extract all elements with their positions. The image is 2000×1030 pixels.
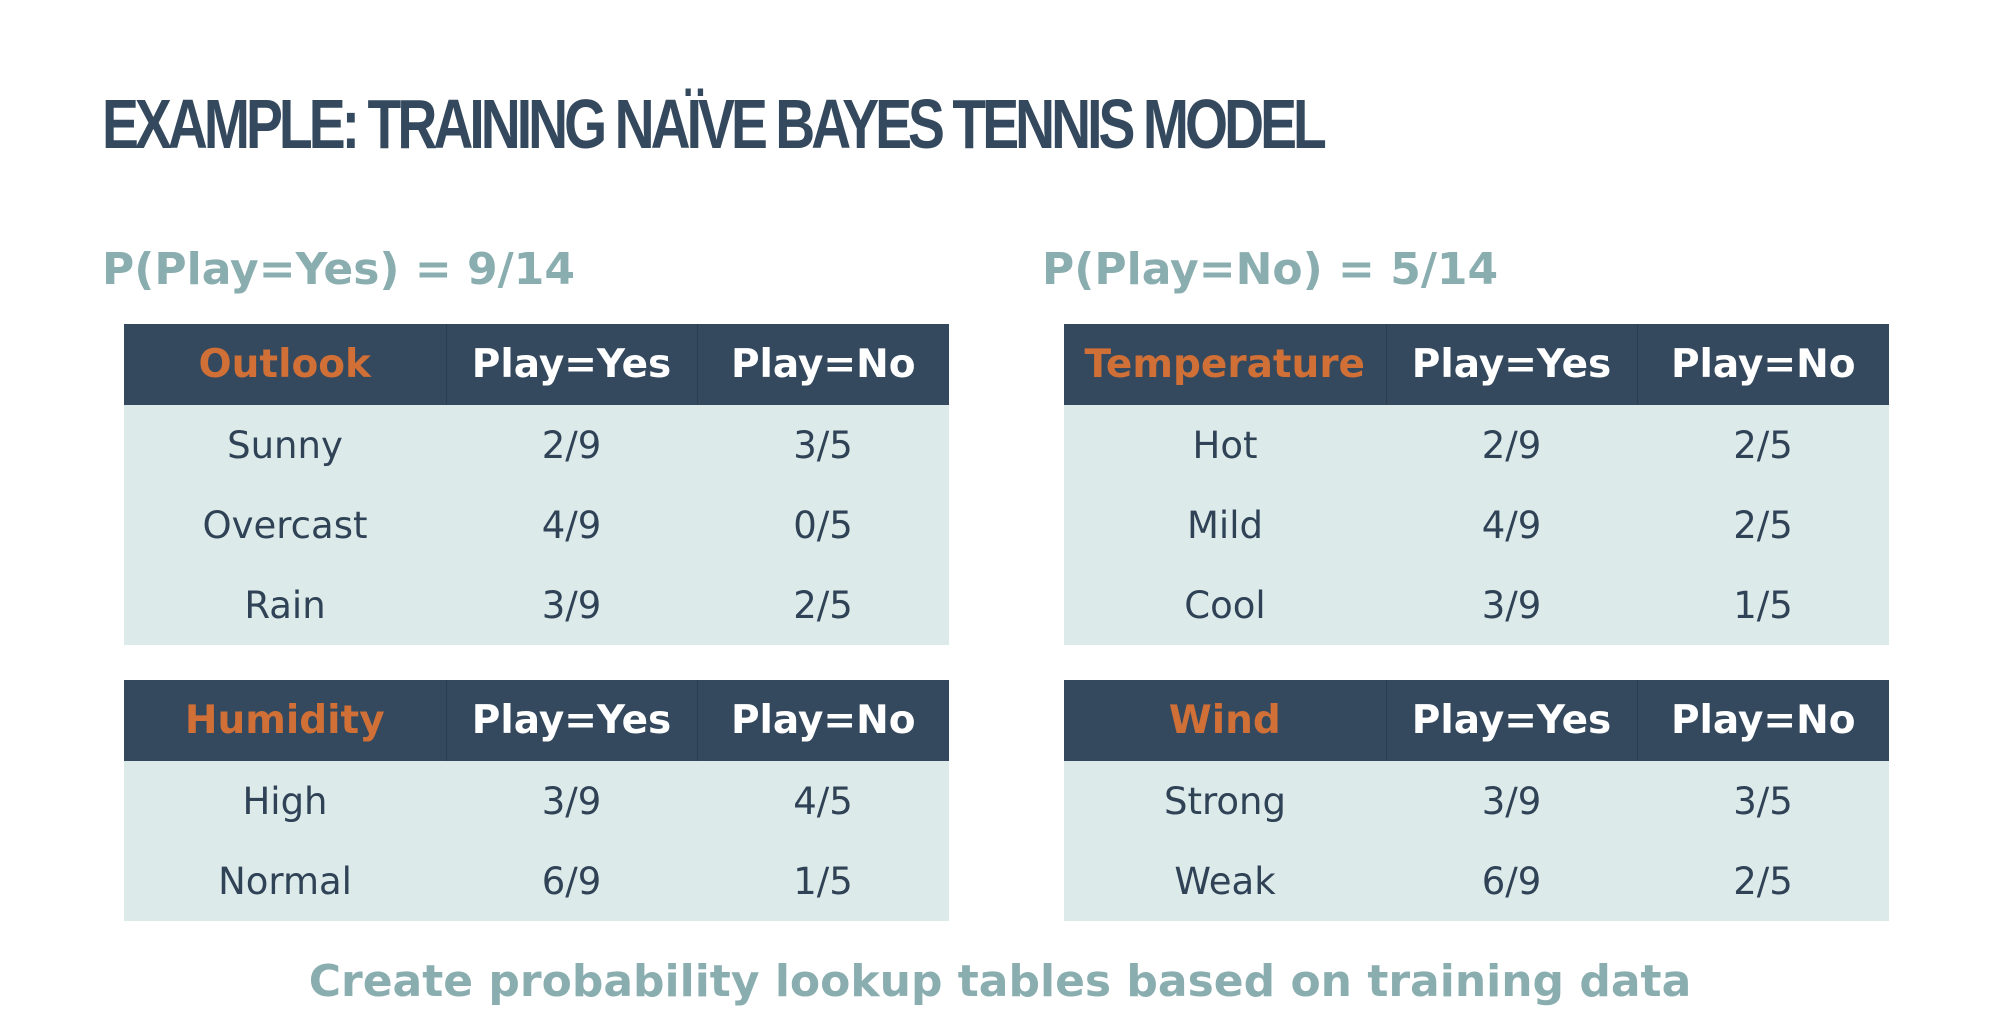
- table-row: Cool 3/9 1/5: [1064, 565, 1889, 645]
- prior-play-yes: P(Play=Yes) = 9/14: [102, 244, 575, 295]
- slide-title: EXAMPLE: TRAINING NAÏVE BAYES TENNIS MOD…: [102, 85, 1327, 163]
- table-row: Rain 3/9 2/5: [124, 565, 949, 645]
- play-no-probability: 4/5: [697, 761, 949, 841]
- attribute-header: Outlook: [124, 324, 446, 405]
- play-yes-probability: 4/9: [446, 485, 697, 565]
- play-yes-probability: 4/9: [1386, 485, 1637, 565]
- play-no-header: Play=No: [696, 324, 949, 405]
- play-yes-header: Play=Yes: [1385, 680, 1637, 761]
- play-no-probability: 1/5: [1637, 565, 1889, 645]
- play-no-header: Play=No: [696, 680, 949, 761]
- table-header-row: Wind Play=Yes Play=No: [1064, 680, 1889, 761]
- attribute-value: Rain: [124, 565, 446, 645]
- table-row: Weak 6/9 2/5: [1064, 841, 1889, 921]
- play-no-probability: 2/5: [697, 565, 949, 645]
- temperature-table: Temperature Play=Yes Play=No Hot 2/9 2/5…: [1064, 324, 1889, 645]
- attribute-value: Overcast: [124, 485, 446, 565]
- table-row: Sunny 2/9 3/5: [124, 405, 949, 485]
- attribute-value: Normal: [124, 841, 446, 921]
- play-yes-probability: 2/9: [446, 405, 697, 485]
- attribute-value: Weak: [1064, 841, 1386, 921]
- table-row: Overcast 4/9 0/5: [124, 485, 949, 565]
- attribute-value: High: [124, 761, 446, 841]
- table-row: Hot 2/9 2/5: [1064, 405, 1889, 485]
- play-yes-probability: 3/9: [446, 761, 697, 841]
- table-row: Strong 3/9 3/5: [1064, 761, 1889, 841]
- play-no-probability: 3/5: [1637, 761, 1889, 841]
- slide-caption: Create probability lookup tables based o…: [308, 956, 1692, 1007]
- table-header-row: Temperature Play=Yes Play=No: [1064, 324, 1889, 405]
- attribute-value: Cool: [1064, 565, 1386, 645]
- play-yes-probability: 3/9: [446, 565, 697, 645]
- play-yes-probability: 6/9: [446, 841, 697, 921]
- prior-play-no: P(Play=No) = 5/14: [1042, 244, 1499, 295]
- wind-table: Wind Play=Yes Play=No Strong 3/9 3/5 Wea…: [1064, 680, 1889, 921]
- outlook-table: Outlook Play=Yes Play=No Sunny 2/9 3/5 O…: [124, 324, 949, 645]
- table-header-row: Humidity Play=Yes Play=No: [124, 680, 949, 761]
- play-no-probability: 0/5: [697, 485, 949, 565]
- play-no-probability: 3/5: [697, 405, 949, 485]
- attribute-header: Humidity: [124, 680, 446, 761]
- play-yes-header: Play=Yes: [445, 324, 697, 405]
- play-no-probability: 2/5: [1637, 405, 1889, 485]
- attribute-header: Temperature: [1064, 324, 1386, 405]
- table-row: Mild 4/9 2/5: [1064, 485, 1889, 565]
- play-yes-probability: 2/9: [1386, 405, 1637, 485]
- play-no-header: Play=No: [1636, 680, 1889, 761]
- play-yes-header: Play=Yes: [1385, 324, 1637, 405]
- play-yes-probability: 3/9: [1386, 761, 1637, 841]
- attribute-value: Hot: [1064, 405, 1386, 485]
- play-no-header: Play=No: [1636, 324, 1889, 405]
- table-header-row: Outlook Play=Yes Play=No: [124, 324, 949, 405]
- humidity-table: Humidity Play=Yes Play=No High 3/9 4/5 N…: [124, 680, 949, 921]
- play-yes-probability: 3/9: [1386, 565, 1637, 645]
- play-yes-probability: 6/9: [1386, 841, 1637, 921]
- attribute-header: Wind: [1064, 680, 1386, 761]
- attribute-value: Mild: [1064, 485, 1386, 565]
- attribute-value: Strong: [1064, 761, 1386, 841]
- play-no-probability: 1/5: [697, 841, 949, 921]
- play-yes-header: Play=Yes: [445, 680, 697, 761]
- table-row: Normal 6/9 1/5: [124, 841, 949, 921]
- table-row: High 3/9 4/5: [124, 761, 949, 841]
- play-no-probability: 2/5: [1637, 485, 1889, 565]
- play-no-probability: 2/5: [1637, 841, 1889, 921]
- attribute-value: Sunny: [124, 405, 446, 485]
